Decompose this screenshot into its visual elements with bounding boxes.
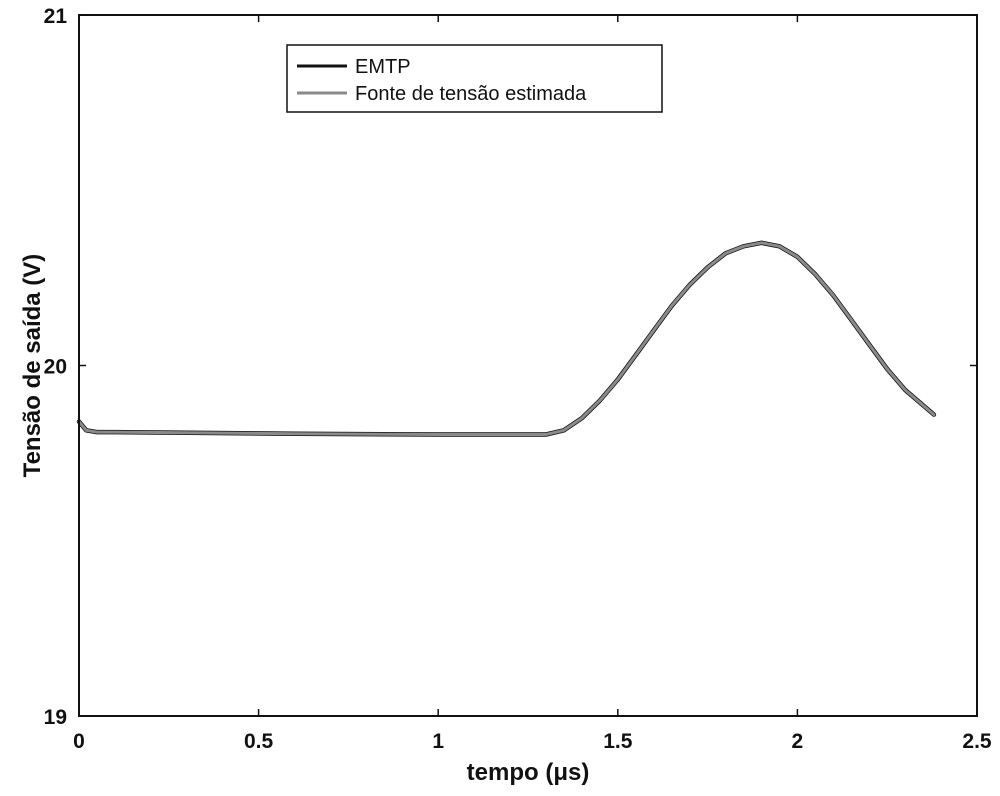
- x-tick-label: 1.5: [603, 730, 633, 753]
- x-tick-label: 1: [432, 730, 444, 753]
- series-line-estimated-source: [77, 241, 936, 436]
- x-axis-title: tempo (μs): [467, 759, 590, 786]
- x-tick-label: 2.5: [962, 730, 992, 753]
- y-tick-label: 21: [44, 5, 68, 28]
- legend-box: [286, 44, 663, 113]
- axis-ticks: [78, 14, 978, 717]
- y-tick-label: 20: [44, 356, 67, 379]
- legend-label-estimated-source: Fonte de tensão estimada: [355, 83, 587, 105]
- x-tick-label: 0: [73, 730, 85, 753]
- x-tick-label: 2: [792, 730, 804, 753]
- y-tick-label: 19: [44, 706, 67, 729]
- x-tick-label: 0.5: [244, 730, 274, 753]
- y-axis-title: Tensão de saída (V): [19, 254, 46, 478]
- legend-label-emtp: EMTP: [355, 56, 411, 78]
- axis-tick-labels: 0 0.5 1 1.5 2 2.5 19 20 21: [44, 5, 992, 753]
- series-layer: [76, 240, 937, 437]
- legend: EMTP Fonte de tensão estimada: [286, 44, 663, 113]
